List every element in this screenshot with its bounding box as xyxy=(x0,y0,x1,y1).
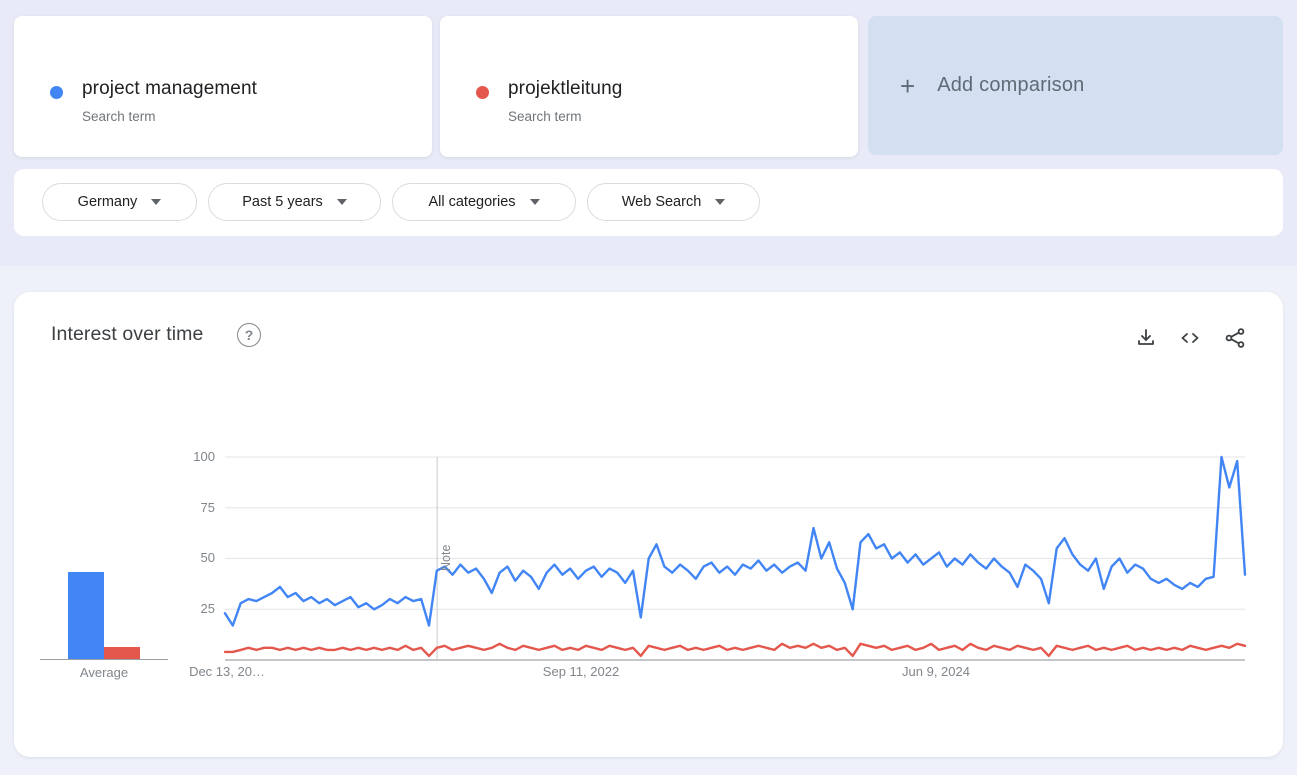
chevron-down-icon xyxy=(336,199,347,205)
search-type-dropdown[interactable]: Web Search xyxy=(587,183,760,221)
search-term-card-1[interactable]: project management Search term xyxy=(14,16,432,157)
y-tick-100: 100 xyxy=(193,449,215,464)
search-term-label: projektleitung xyxy=(508,78,623,99)
line-chart-svg xyxy=(223,455,1247,661)
share-icon[interactable] xyxy=(1223,326,1247,350)
search-term-type: Search term xyxy=(82,109,156,124)
search-term-type: Search term xyxy=(508,109,582,124)
chevron-down-icon xyxy=(529,199,540,205)
embed-icon[interactable] xyxy=(1178,326,1202,350)
filter-bar: Germany Past 5 years All categories Web … xyxy=(14,169,1283,236)
region-dropdown[interactable]: Germany xyxy=(42,183,197,221)
search-type-value: Web Search xyxy=(621,194,702,210)
search-term-label: project management xyxy=(82,78,258,99)
category-value: All categories xyxy=(428,194,516,210)
x-tick-middle: Sep 11, 2022 xyxy=(542,664,620,679)
help-icon[interactable]: ? xyxy=(237,323,261,347)
chevron-down-icon xyxy=(715,199,726,205)
y-tick-50: 50 xyxy=(200,550,215,565)
y-tick-75: 75 xyxy=(200,500,215,515)
download-icon[interactable] xyxy=(1134,326,1158,350)
series-color-dot-red xyxy=(476,86,489,99)
y-tick-25: 25 xyxy=(200,601,215,616)
time-range-value: Past 5 years xyxy=(242,194,323,210)
plus-icon: + xyxy=(900,70,916,101)
note-marker-label[interactable]: Note xyxy=(439,544,453,571)
interest-over-time-panel: Interest over time ? Average 100 75 50 2… xyxy=(14,292,1283,757)
panel-title: Interest over time xyxy=(51,323,204,345)
add-comparison-label: Add comparison xyxy=(937,74,1085,96)
region-value: Germany xyxy=(77,194,138,210)
average-bar-blue xyxy=(68,572,104,659)
time-range-dropdown[interactable]: Past 5 years xyxy=(208,183,381,221)
category-dropdown[interactable]: All categories xyxy=(392,183,576,221)
average-label: Average xyxy=(79,665,129,680)
add-comparison-button[interactable]: + Add comparison xyxy=(868,16,1283,155)
average-bar-chart xyxy=(40,457,168,660)
series-color-dot-blue xyxy=(50,86,63,99)
search-term-card-2[interactable]: projektleitung Search term xyxy=(440,16,858,157)
x-tick-right: Jun 9, 2024 xyxy=(902,664,970,679)
chevron-down-icon xyxy=(151,199,162,205)
average-bar-red xyxy=(104,647,140,659)
x-tick-start: Dec 13, 20… xyxy=(189,664,265,679)
